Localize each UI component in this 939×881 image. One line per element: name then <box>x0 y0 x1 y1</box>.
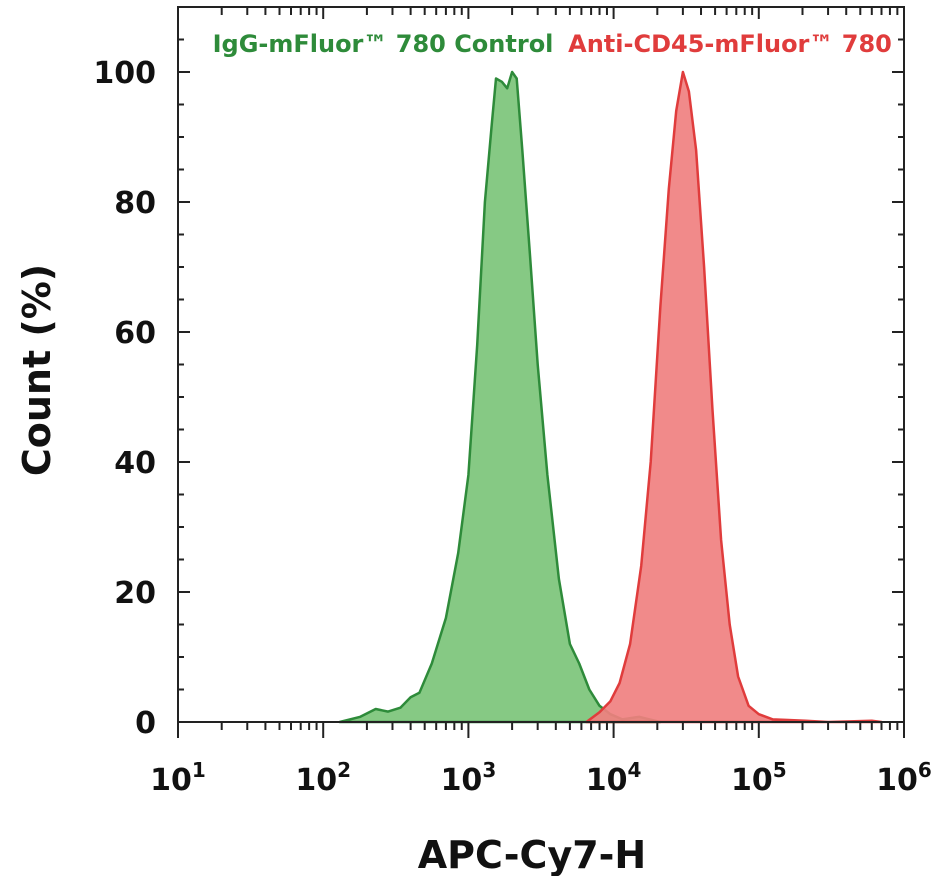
series-layer <box>338 70 883 724</box>
x-tick-label: 106 <box>876 758 932 798</box>
legend-label-control: IgG-mFluor™ 780 Control <box>213 30 554 58</box>
series-area-1 <box>585 70 883 724</box>
y-tick-label: 60 <box>114 316 156 351</box>
x-tick-label: 104 <box>586 758 642 798</box>
y-axis-title: Count (%) <box>15 264 59 476</box>
y-tick-label: 40 <box>114 446 156 481</box>
y-tick-label: 80 <box>114 186 156 221</box>
x-axis-title: APC-Cy7-H <box>418 833 646 876</box>
labels-layer: APC-Cy7-H Count (%) IgG-mFluor™ 780 Cont… <box>15 30 892 877</box>
y-tick-label: 20 <box>114 576 156 611</box>
legend-label-cd45: Anti-CD45-mFluor™ 780 <box>568 30 892 58</box>
x-tick-label: 102 <box>295 758 351 798</box>
axes-layer: 0 20 40 60 80 100 101 102 103 104 105 106 <box>93 6 932 798</box>
x-tick-label: 103 <box>441 758 497 798</box>
y-tick-label: 100 <box>93 56 156 91</box>
x-tick-label: 105 <box>731 758 787 798</box>
x-tick-label: 101 <box>150 758 206 798</box>
y-tick-label: 0 <box>135 706 156 741</box>
